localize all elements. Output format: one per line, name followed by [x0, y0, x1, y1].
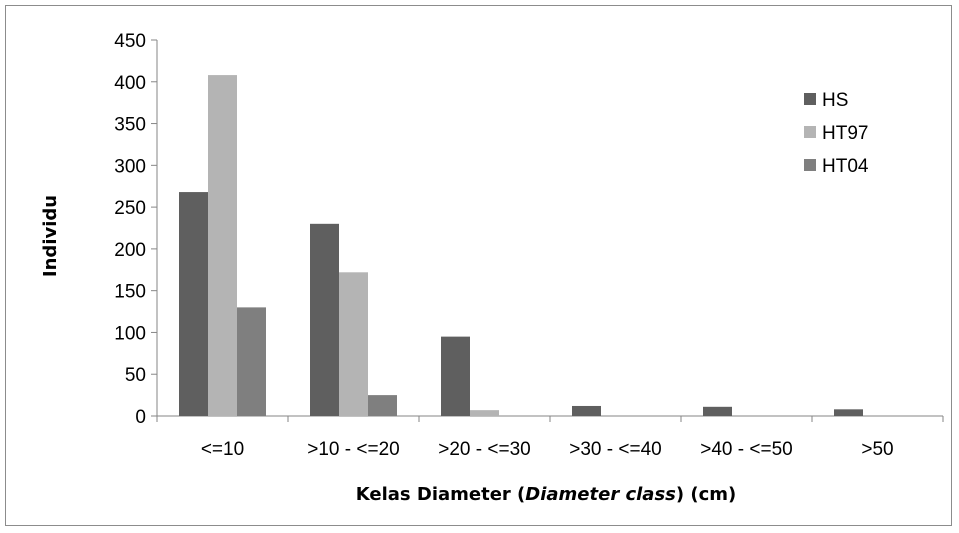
- x-axis: <=10 >10 - <=20 >20 - <=30 >30 - <=40 >40 - …: [156, 415, 944, 460]
- bar-hs-5: [834, 409, 863, 416]
- legend-swatch-ht97: [804, 126, 816, 138]
- x-axis-title-prefix: Kelas Diameter (: [356, 484, 526, 505]
- bar-ht97-1: [339, 272, 368, 416]
- x-tick-label: <=10: [201, 439, 244, 460]
- legend-swatch-hs: [804, 93, 816, 105]
- x-tick-label: >30 - <=40: [569, 439, 661, 460]
- legend-label-ht97: HT97: [822, 123, 868, 144]
- x-tick-label: >10 - <=20: [307, 439, 399, 460]
- bar-hs-3: [572, 405, 601, 416]
- y-tick-label: 0: [135, 407, 146, 428]
- y-tick-label: 50: [125, 365, 146, 386]
- chart-frame: [5, 5, 952, 526]
- y-tick-label: 150: [114, 282, 146, 303]
- y-tick-label: 400: [114, 73, 146, 94]
- bar-ht97-0: [208, 75, 237, 417]
- y-tick-label: 200: [114, 240, 146, 261]
- x-axis-title-italic: Diameter class: [525, 484, 676, 505]
- y-axis: 0 50 100 150 200 250 300 350 400 450: [114, 31, 158, 428]
- y-tick-label: 250: [114, 198, 146, 219]
- x-axis-title-suffix: ) (cm): [676, 484, 736, 505]
- legend: HS HT97 HT04: [804, 90, 869, 177]
- x-tick-label: >50: [861, 439, 893, 460]
- legend-label-hs: HS: [822, 90, 848, 111]
- bar-hs-1: [310, 223, 339, 416]
- x-axis-title: Kelas Diameter (Diameter class) (cm): [356, 484, 737, 505]
- y-tick-label: 350: [114, 115, 146, 136]
- x-tick-label: >20 - <=30: [438, 439, 530, 460]
- y-axis-title: Individu: [40, 195, 61, 277]
- y-tick-label: 300: [114, 156, 146, 177]
- legend-label-ht04: HT04: [822, 156, 869, 177]
- bar-ht04-0: [237, 307, 266, 416]
- legend-swatch-ht04: [804, 159, 816, 171]
- bar-hs-2: [441, 336, 470, 416]
- x-tick-label: >40 - <=50: [700, 439, 792, 460]
- bar-ht04-1: [368, 395, 397, 416]
- bar-hs-0: [179, 192, 208, 416]
- bar-hs-4: [703, 406, 732, 416]
- bars: [179, 75, 863, 417]
- y-tick-label: 450: [114, 31, 146, 52]
- bar-ht97-2: [470, 410, 499, 416]
- y-tick-label: 100: [114, 323, 146, 344]
